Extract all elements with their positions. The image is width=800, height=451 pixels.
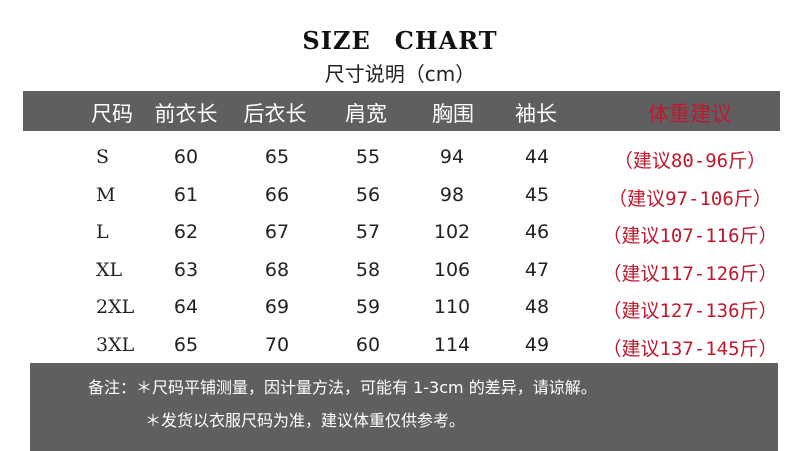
chest-cell: 110 (433, 296, 471, 318)
page-title: SIZE CHART (0, 26, 800, 55)
weight-suggestion-cell: （建议107-116斤） (602, 225, 778, 247)
subtitle: 尺寸说明（cm） (324, 62, 476, 86)
sleeve-cell: 47 (524, 258, 550, 281)
back-length-cell: 70 (264, 333, 290, 356)
weight-suggestion-cell: （建议127-136斤） (602, 300, 778, 322)
header-front-length: 前衣长 (154, 102, 218, 126)
front-length-cell: 62 (173, 221, 199, 243)
weight-suggestion-cell: （建议117-126斤） (602, 262, 778, 285)
header-chest: 胸围 (432, 102, 474, 126)
weight-suggestion-cell: （建议80-96斤） (613, 150, 767, 172)
size-cell: 2XL (96, 296, 135, 318)
sleeve-cell: 45 (524, 183, 550, 206)
chest-cell: 98 (439, 183, 465, 206)
shoulder-cell: 58 (355, 258, 381, 281)
note-line: 备注：＊尺码平铺测量，因计量方法，可能有 1-3cm 的差异，请谅解。 (88, 378, 597, 397)
front-length-cell: 60 (173, 146, 199, 168)
table-row: XL 63 68 58 106 47 （建议117-126斤） (0, 259, 800, 289)
front-length-cell: 64 (173, 296, 199, 318)
header-weight: 体重建议 (648, 102, 732, 126)
table-row: M 61 66 56 98 45 （建议97-106斤） (0, 184, 800, 214)
chest-cell: 102 (433, 221, 471, 243)
header-size: 尺码 (91, 102, 133, 126)
back-length-cell: 69 (264, 296, 290, 318)
back-length-cell: 65 (264, 146, 290, 168)
shoulder-cell: 59 (355, 296, 381, 318)
chest-cell: 106 (433, 258, 471, 281)
table-header: 尺码 前衣长 后衣长 肩宽 胸围 袖长 体重建议 (23, 91, 780, 131)
sleeve-cell: 44 (524, 146, 550, 168)
table-row: L 62 67 57 102 46 （建议107-116斤） (0, 221, 800, 251)
header-shoulder: 肩宽 (345, 102, 387, 126)
table-row: 2XL 64 69 59 110 48 （建议127-136斤） (0, 296, 800, 326)
size-cell: M (96, 183, 116, 206)
shoulder-cell: 57 (355, 221, 381, 243)
size-cell: L (96, 221, 109, 243)
chest-cell: 114 (433, 333, 471, 356)
header-sleeve: 袖长 (515, 102, 557, 126)
front-length-cell: 65 (173, 333, 199, 356)
back-length-cell: 67 (264, 221, 290, 243)
size-cell: 3XL (96, 333, 135, 356)
shoulder-cell: 55 (355, 146, 381, 168)
table-row: S 60 65 55 94 44 （建议80-96斤） (0, 146, 800, 176)
sleeve-cell: 46 (524, 221, 550, 243)
sleeve-cell: 48 (524, 296, 550, 318)
size-cell: S (96, 146, 110, 168)
back-length-cell: 66 (264, 183, 290, 206)
back-length-cell: 68 (264, 258, 290, 281)
notes-box: 备注：＊尺码平铺测量，因计量方法，可能有 1-3cm 的差异，请谅解。 ＊发货以… (30, 363, 778, 451)
table-row: 3XL 65 70 60 114 49 （建议137-145斤） (0, 334, 800, 364)
title-word: SIZE (302, 26, 371, 55)
chest-cell: 94 (439, 146, 465, 168)
weight-suggestion-cell: （建议97-106斤） (608, 187, 772, 210)
shoulder-cell: 60 (355, 333, 381, 356)
front-length-cell: 63 (173, 258, 199, 281)
note-line: ＊发货以衣服尺码为准，建议体重仅供参考。 (145, 411, 466, 430)
size-cell: XL (96, 258, 123, 281)
sleeve-cell: 49 (524, 333, 550, 356)
title-word: CHART (394, 26, 498, 55)
weight-suggestion-cell: （建议137-145斤） (602, 337, 778, 360)
shoulder-cell: 56 (355, 183, 381, 206)
header-back-length: 后衣长 (243, 102, 307, 126)
front-length-cell: 61 (173, 183, 199, 206)
